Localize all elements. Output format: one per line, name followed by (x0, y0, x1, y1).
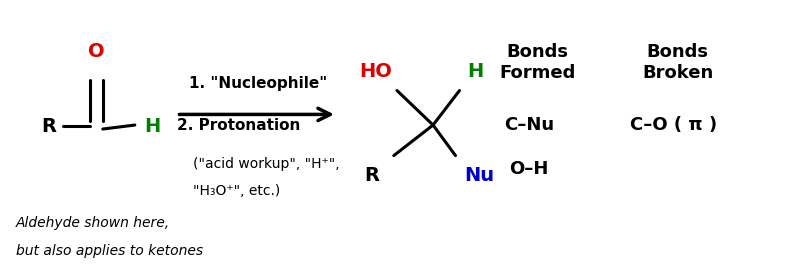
Text: O: O (88, 42, 104, 61)
Text: Aldehyde shown here,: Aldehyde shown here, (16, 216, 170, 230)
Text: O–H: O–H (509, 160, 549, 178)
Text: "H₃O⁺", etc.): "H₃O⁺", etc.) (193, 184, 279, 198)
Text: R: R (364, 166, 379, 185)
Text: 2. Protonation: 2. Protonation (177, 118, 300, 133)
Text: R: R (40, 117, 56, 136)
Text: C–Nu: C–Nu (504, 116, 554, 134)
Text: H: H (144, 117, 160, 136)
Text: Bonds
Formed: Bonds Formed (499, 43, 575, 82)
Text: Nu: Nu (464, 166, 495, 185)
Text: C–O ( π ): C–O ( π ) (630, 116, 717, 134)
Text: HO: HO (359, 62, 392, 81)
Text: ("acid workup", "H⁺",: ("acid workup", "H⁺", (193, 156, 339, 171)
Text: H: H (467, 62, 484, 81)
Text: Bonds
Broken: Bonds Broken (642, 43, 713, 82)
Text: but also applies to ketones: but also applies to ketones (16, 244, 203, 258)
Text: 1. "Nucleophile": 1. "Nucleophile" (189, 76, 326, 91)
